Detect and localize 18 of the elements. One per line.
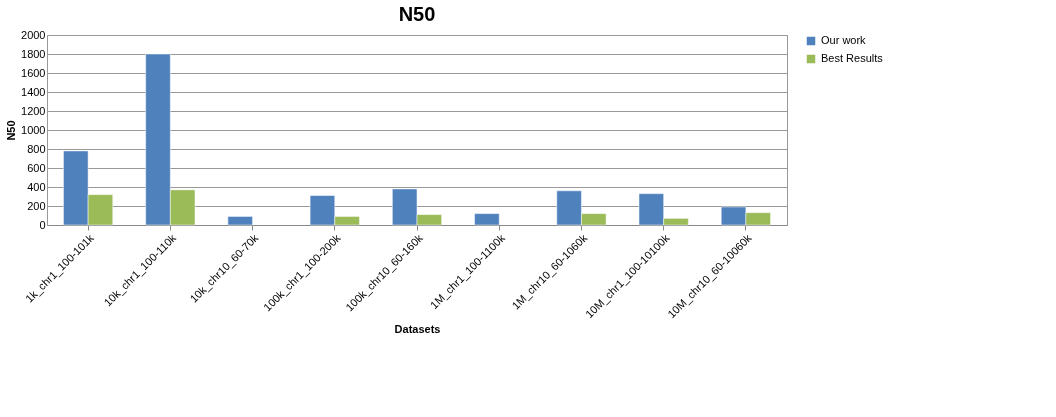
legend-label: Our work <box>821 34 867 46</box>
bar <box>227 216 253 226</box>
y-tick-label: 2000 <box>21 28 46 41</box>
y-tick-label: 1200 <box>21 104 46 117</box>
y-tick-label: 200 <box>27 199 46 212</box>
chart-title: N50 <box>398 3 436 25</box>
y-tick-label: 1400 <box>21 85 46 98</box>
y-tick-label: 800 <box>27 142 46 155</box>
legend-label: Best Results <box>821 52 884 64</box>
y-tick-label: 1000 <box>21 123 46 136</box>
y-tick-label: 400 <box>27 180 46 193</box>
y-axis-title: N50 <box>5 120 18 141</box>
y-tick-label: 600 <box>27 161 46 174</box>
x-axis-title: Datasets <box>394 323 441 336</box>
y-tick-label: 1800 <box>21 47 46 60</box>
bar <box>474 213 500 226</box>
y-tick-label: 1600 <box>21 66 46 79</box>
y-tick-label: 0 <box>39 218 46 231</box>
